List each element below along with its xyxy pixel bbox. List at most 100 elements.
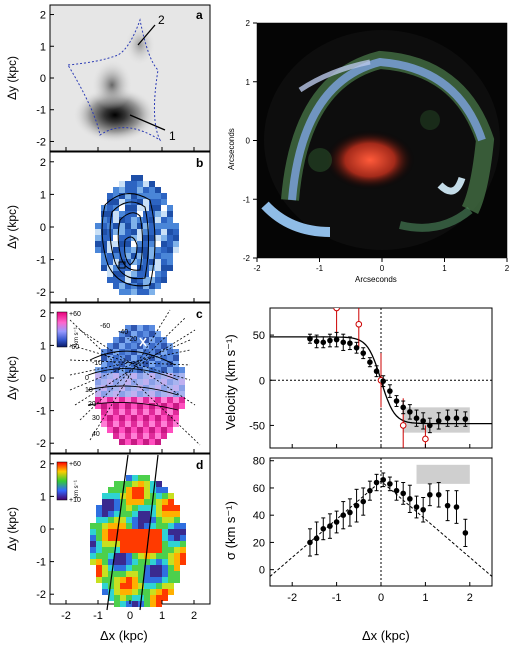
map-pixel <box>107 343 113 349</box>
map-pixel <box>120 589 126 595</box>
map-pixel <box>143 391 149 397</box>
left-ylabel: Δy (kpc) <box>5 356 19 400</box>
map-pixel <box>173 409 179 415</box>
map-pixel <box>107 427 113 433</box>
y-tick-label: 1 <box>40 41 46 53</box>
map-pixel <box>161 391 167 397</box>
map-pixel <box>119 373 125 379</box>
map-pixel <box>143 229 149 235</box>
map-pixel <box>162 547 168 553</box>
red-point <box>399 422 407 429</box>
map-pixel <box>149 397 155 403</box>
map-pixel <box>179 367 185 373</box>
map-pixel <box>131 427 137 433</box>
map-pixel <box>131 391 137 397</box>
map-pixel <box>113 355 119 361</box>
map-pixel <box>167 211 173 217</box>
map-pixel <box>119 253 125 259</box>
left-xlabel: Δx (kpc) <box>100 628 148 643</box>
y-tick-label: 0 <box>40 524 46 536</box>
map-pixel <box>102 577 108 583</box>
map-pixel <box>143 259 149 265</box>
map-pixel <box>113 217 119 223</box>
contour-label: 10 <box>85 387 93 394</box>
map-pixel <box>167 397 173 403</box>
map-pixel <box>149 355 155 361</box>
map-pixel <box>162 499 168 505</box>
map-pixel <box>155 223 161 229</box>
map-pixel <box>113 337 119 343</box>
map-pixel <box>131 361 137 367</box>
map-pixel <box>137 415 143 421</box>
map-pixel <box>143 277 149 283</box>
map-pixel <box>173 397 179 403</box>
map-pixel <box>143 325 149 331</box>
map-pixel <box>150 559 156 565</box>
map-pixel <box>173 379 179 385</box>
map-pixel <box>102 547 108 553</box>
map-pixel <box>131 289 137 295</box>
map-pixel <box>107 259 113 265</box>
map-pixel <box>114 541 120 547</box>
map-pixel <box>113 403 119 409</box>
map-pixel <box>131 253 137 259</box>
map-pixel <box>138 547 144 553</box>
map-pixel <box>162 487 168 493</box>
map-pixel <box>149 403 155 409</box>
data-point <box>373 479 380 486</box>
data-point <box>380 476 387 483</box>
map-pixel <box>101 415 107 421</box>
map-pixel <box>108 595 114 601</box>
map-pixel <box>143 331 149 337</box>
map-pixel <box>167 343 173 349</box>
map-pixel <box>125 187 131 193</box>
map-pixel <box>138 511 144 517</box>
map-pixel <box>113 199 119 205</box>
map-pixel <box>137 289 143 295</box>
map-pixel <box>119 193 125 199</box>
data-point <box>307 539 313 546</box>
ring-image-panel: 2 1 0 -1 -2-2 -1 0 1 2 Arcseconds Arcseconds <box>227 19 510 284</box>
map-pixel <box>108 571 114 577</box>
map-pixel <box>168 571 174 577</box>
panel-d: +60 +10 km s⁻¹ d <box>49 453 211 611</box>
map-pixel <box>132 565 138 571</box>
map-pixel <box>137 271 143 277</box>
map-pixel <box>137 253 143 259</box>
map-pixel <box>168 541 174 547</box>
map-pixel <box>143 241 149 247</box>
map-pixel <box>107 355 113 361</box>
map-pixel <box>107 415 113 421</box>
map-pixel <box>125 247 131 253</box>
map-pixel <box>179 385 185 391</box>
data-point <box>407 409 413 415</box>
map-pixel <box>144 589 150 595</box>
map-pixel <box>138 475 144 481</box>
map-pixel <box>131 229 137 235</box>
map-pixel <box>161 223 167 229</box>
map-pixel <box>174 541 180 547</box>
map-pixel <box>114 499 120 505</box>
map-pixel <box>120 565 126 571</box>
map-pixel <box>155 439 161 445</box>
map-pixel <box>173 349 179 355</box>
map-pixel <box>90 523 96 529</box>
map-pixel <box>95 229 101 235</box>
map-pixel <box>143 193 149 199</box>
map-pixel <box>155 217 161 223</box>
map-pixel <box>156 571 162 577</box>
map-pixel <box>119 379 125 385</box>
map-pixel <box>138 529 144 535</box>
map-pixel <box>131 355 137 361</box>
map-pixel <box>143 409 149 415</box>
map-pixel <box>101 241 107 247</box>
map-pixel <box>96 553 102 559</box>
map-pixel <box>161 409 167 415</box>
map-pixel <box>120 553 126 559</box>
map-pixel <box>126 583 132 589</box>
map-pixel <box>162 571 168 577</box>
map-pixel <box>131 409 137 415</box>
map-pixel <box>150 577 156 583</box>
map-pixel <box>144 601 150 607</box>
map-pixel <box>155 331 161 337</box>
